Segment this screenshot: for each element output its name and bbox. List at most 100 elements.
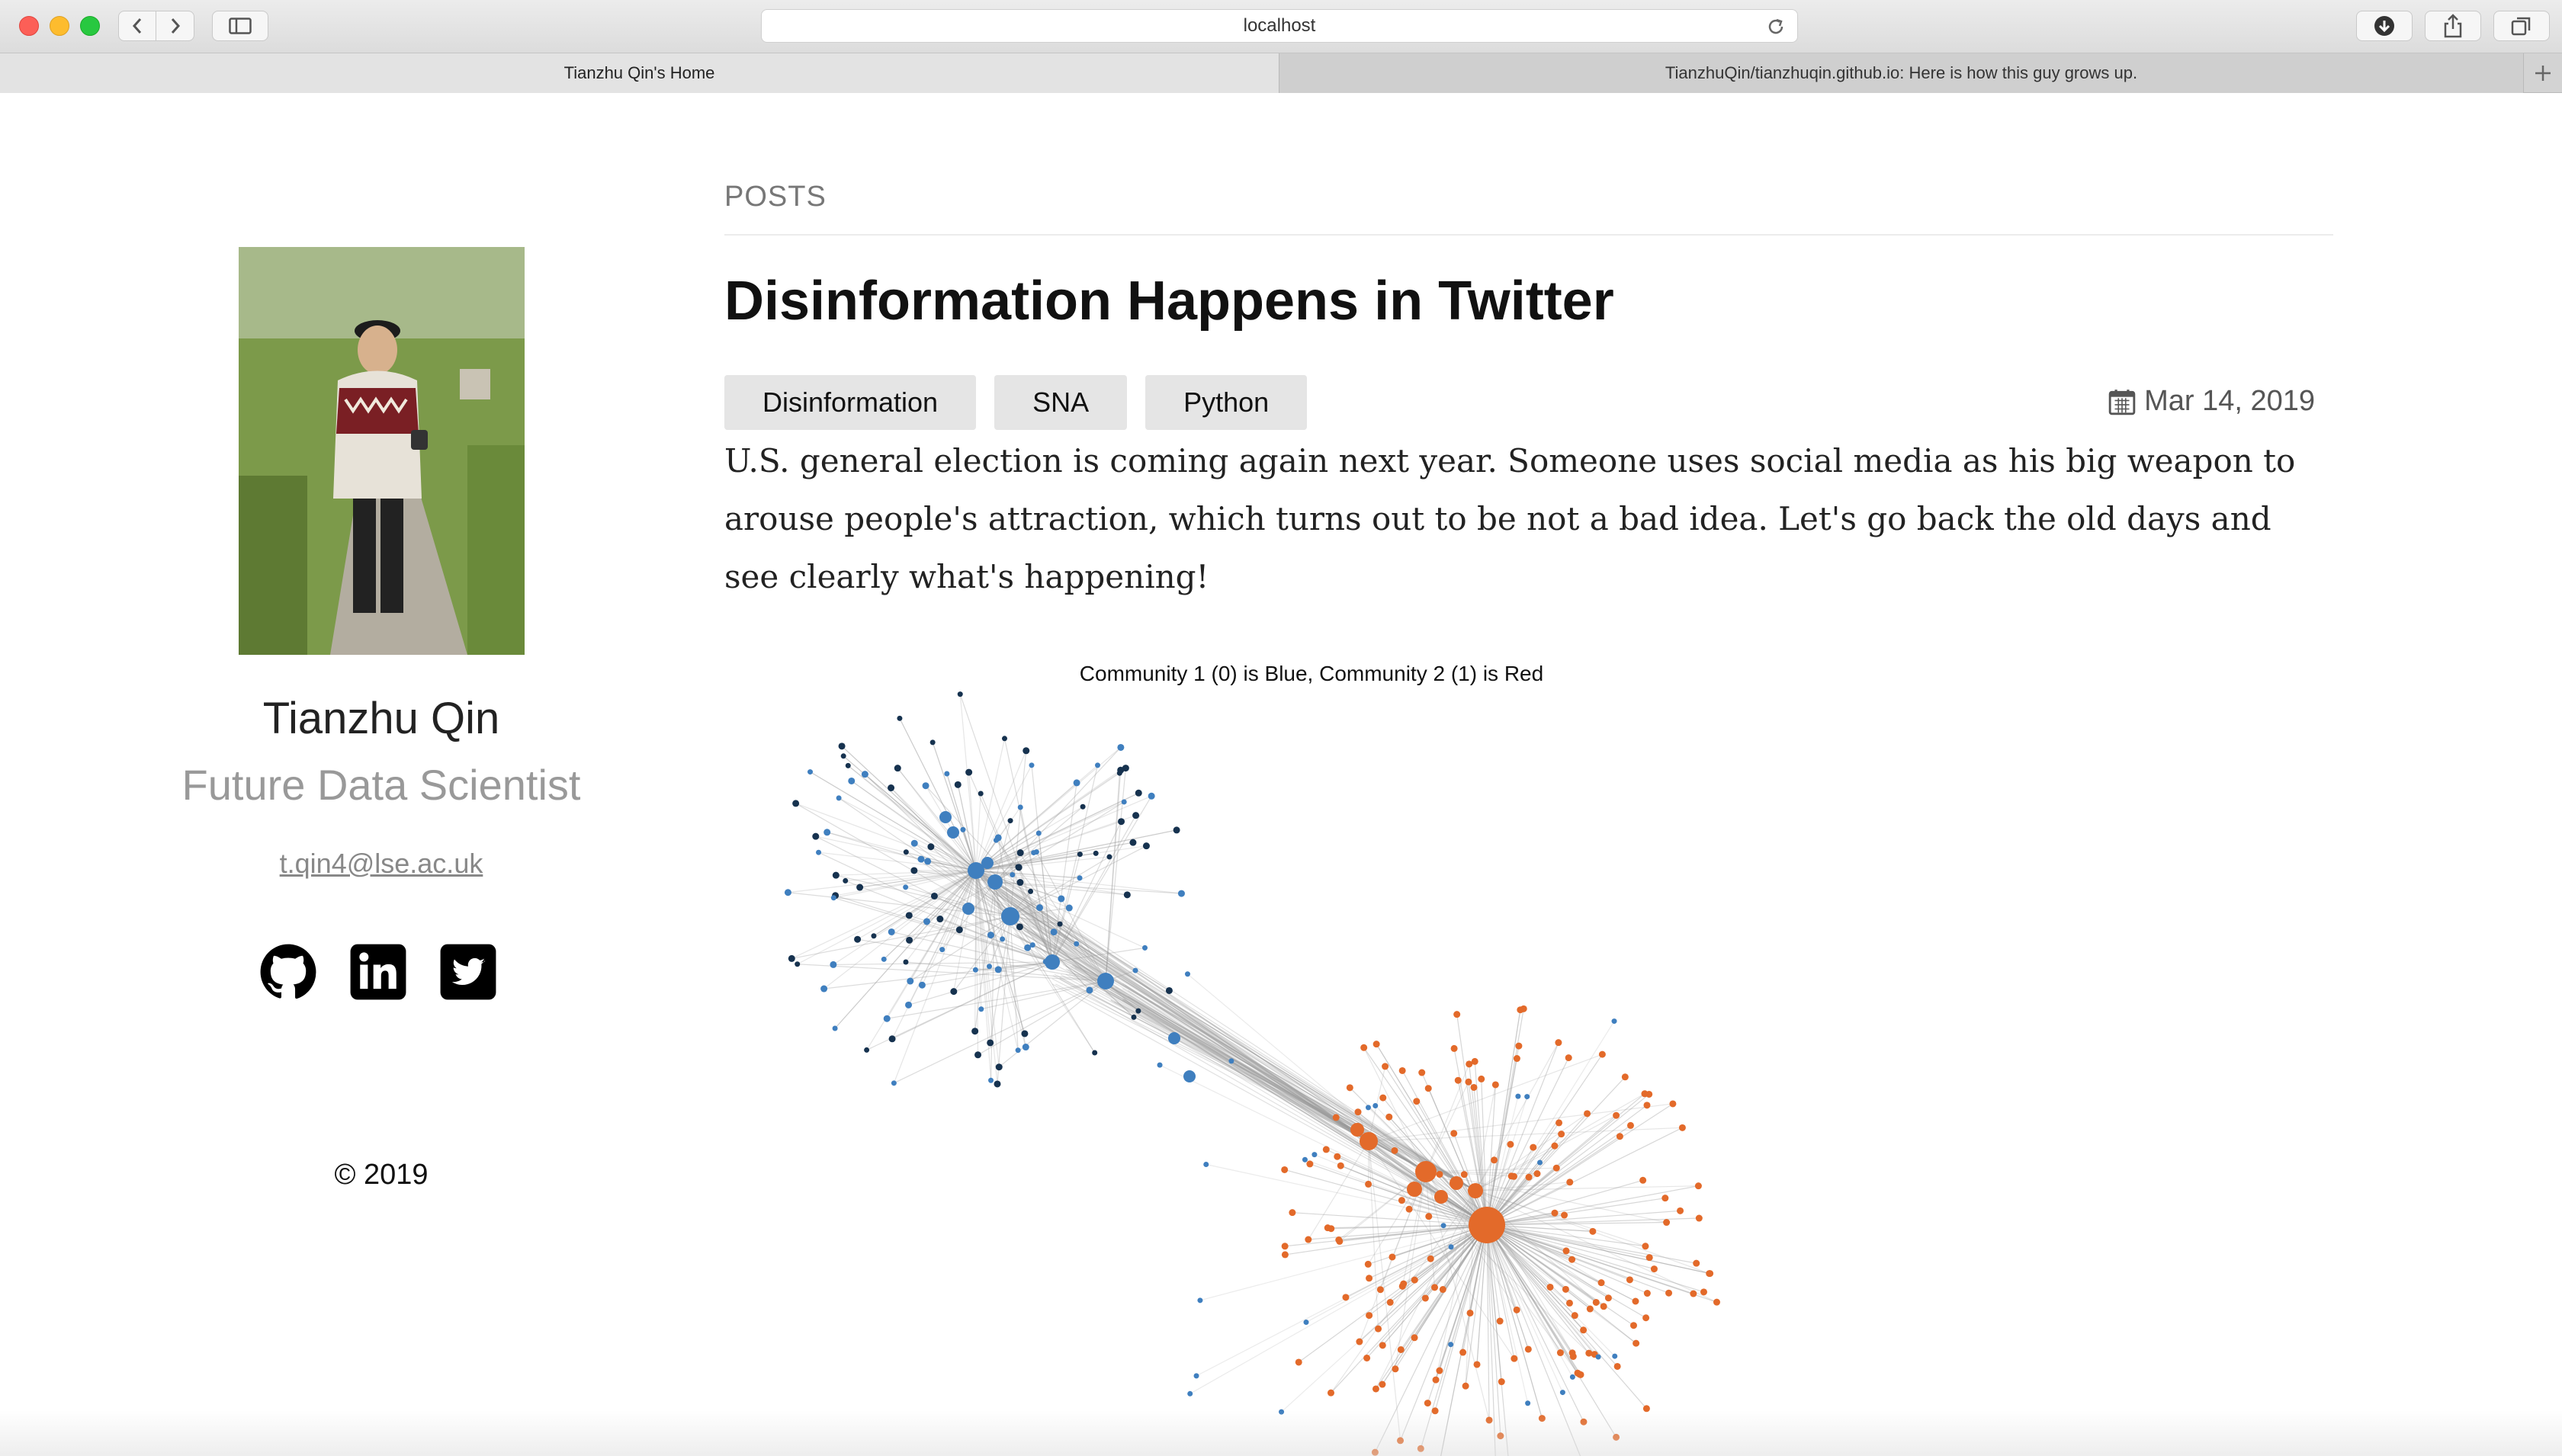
red-node [1562,1285,1569,1293]
blue-edge [827,832,977,871]
tag-sna[interactable]: SNA [994,375,1128,430]
bridge-edge [997,891,1488,1226]
red-edge [1486,1224,1581,1375]
blue-node [1016,923,1023,931]
red-edge [1486,1224,1584,1422]
tag-disinformation[interactable]: Disinformation [724,375,977,430]
red-edge [1298,1224,1488,1363]
red-edge [1486,1224,1647,1409]
blue-node [939,947,946,953]
bridge-edge [981,878,1369,1142]
blue-edge [975,782,1077,871]
red-edge [1425,1167,1557,1172]
sidebar-toggle-button[interactable] [212,11,268,41]
red-edge [1486,1224,1515,1359]
reload-icon[interactable] [1765,16,1787,37]
close-window-button[interactable] [19,16,39,36]
github-link[interactable] [259,943,317,1001]
blue-edge [968,772,977,871]
blue-edge [897,768,977,871]
blue-node [1524,1094,1530,1100]
blue-edge [824,961,1053,989]
red-edge [1389,1116,1488,1226]
blue-edge [857,938,1106,982]
blue-edge [891,961,1053,1040]
red-edge [1481,1079,1488,1226]
red-node [1471,1057,1478,1065]
downloads-button[interactable] [2356,11,2413,41]
tab-home[interactable]: Tianzhu Qin's Home [0,53,1279,93]
red-hub-node [1407,1182,1422,1197]
blue-edge [1019,882,1053,963]
red-node [1382,1063,1389,1070]
red-node [1354,1108,1362,1116]
blue-edge [975,870,1080,879]
red-edge [1442,1190,1476,1290]
blue-node [1015,864,1021,870]
address-bar[interactable]: localhost [761,9,1798,43]
red-node [1642,1243,1649,1250]
blue-node [1559,1390,1565,1396]
profile-email-link[interactable]: t.qin4@lse.ac.uk [279,848,483,879]
profile-photo-image [239,247,525,655]
red-node [1561,1211,1568,1219]
back-button[interactable] [118,11,156,41]
bridge-edge [1007,903,1369,1142]
forward-button[interactable] [156,11,194,41]
blue-node [1448,1342,1454,1348]
linkedin-link[interactable] [349,943,407,1001]
blue-edge [975,870,991,1044]
red-edge [1369,1224,1488,1279]
bridge-edge [1486,1224,1616,1357]
zoom-window-button[interactable] [80,16,100,36]
new-tab-button[interactable] [2524,53,2562,92]
blue-edge [818,851,1053,963]
bridge-edge [1109,999,1369,1142]
red-node [1650,1265,1658,1273]
bridge-edge [1068,973,1369,1142]
blue-node [1135,1008,1141,1014]
red-node [1365,1180,1372,1188]
tab-github[interactable]: TianzhuQin/tianzhuqin.github.io: Here is… [1279,53,2524,93]
red-node [1427,1255,1434,1262]
download-icon [2374,16,2394,36]
tab-overview-button[interactable] [2493,11,2550,41]
blue-node [1123,891,1131,899]
red-edge [1476,1224,1488,1365]
red-edge [1486,1124,1631,1226]
red-node [1439,1286,1446,1294]
blue-node [995,1063,1003,1071]
red-edge [1486,1224,1529,1350]
minimize-window-button[interactable] [50,16,69,36]
bridge-edge [987,887,1476,1191]
post-title-link[interactable]: Disinformation Happens in Twitter [724,271,1614,332]
red-node [1566,1179,1574,1186]
twitter-link[interactable] [439,943,497,1001]
blue-edge [1051,815,1137,963]
bridge-edge [1122,996,1488,1226]
post-figure: Community 1 (0) is Blue, Community 2 (1)… [724,642,1792,1456]
twitter-icon [440,944,496,1000]
red-edge [1486,1179,1643,1226]
blue-edge [1017,866,1053,963]
blue-edge [833,961,1053,966]
blue-node [910,867,918,874]
blue-edge [926,881,996,922]
red-node [1556,1119,1563,1127]
blue-edge [942,881,996,951]
blue-edge [974,881,996,1031]
blue-node [830,961,837,968]
red-edge [1330,1190,1476,1393]
bridge-edge [1054,964,1476,1191]
red-edge [1284,1169,1488,1226]
blue-node [1365,1105,1371,1111]
tag-python[interactable]: Python [1145,375,1308,430]
red-node [1496,1317,1504,1325]
blue-node [1050,928,1058,936]
red-node [1517,1006,1524,1014]
blue-edge [975,870,1090,991]
bridge-edge [981,892,1476,1191]
share-button[interactable] [2425,11,2481,41]
linkedin-icon [350,944,406,1000]
blue-edge [980,793,1053,963]
